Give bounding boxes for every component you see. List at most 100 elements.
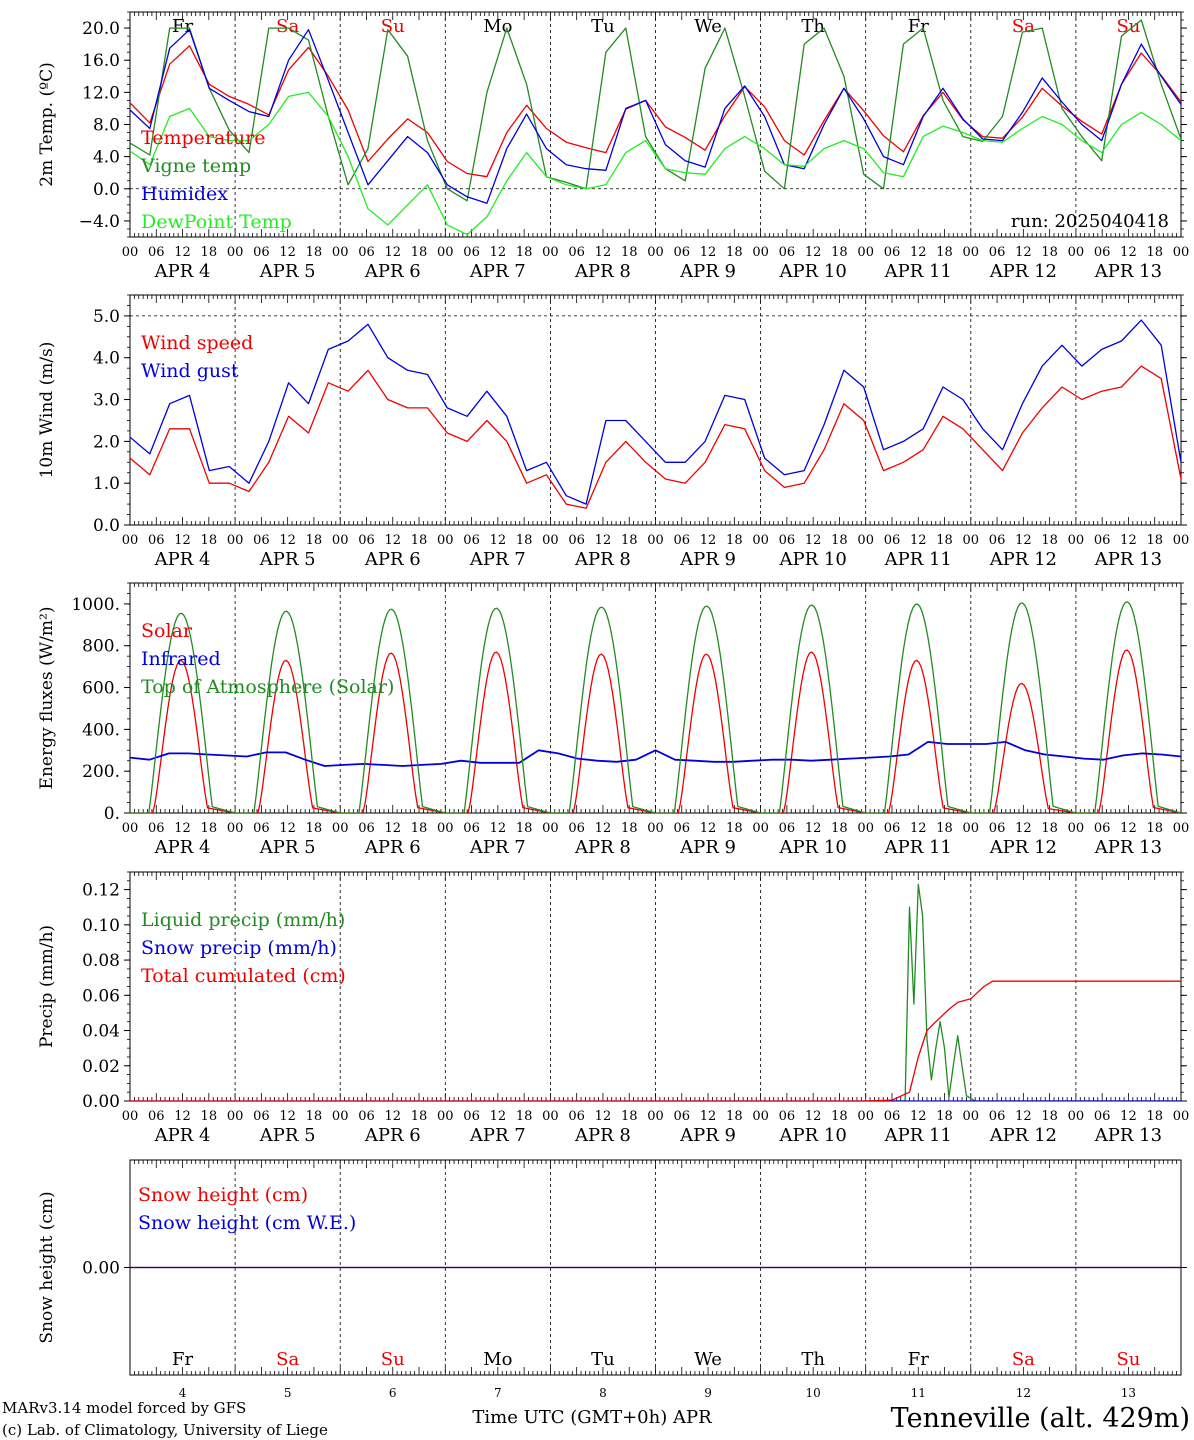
x-hour-label: 12 xyxy=(384,533,401,548)
x-hour-label: 18 xyxy=(411,533,428,548)
x-hour-label: 12 xyxy=(700,1109,717,1124)
x-day-label: APR 7 xyxy=(469,549,526,570)
panel-precip: 0.12 0.10 0.08 0.06 0.04 0.02 0.00 Precip (mm/h… xyxy=(37,871,1189,1146)
x-hour-label: 00 xyxy=(437,821,454,836)
x-hour-label: 06 xyxy=(148,245,165,260)
x-hour-label: 00 xyxy=(332,533,349,548)
x-hour-label: 18 xyxy=(1146,533,1163,548)
x-hour-label: 00 xyxy=(122,1109,139,1124)
x-hour-label: 12 xyxy=(910,1109,927,1124)
date-label: 11 xyxy=(911,1386,926,1400)
x-hour-label: 18 xyxy=(936,1109,953,1124)
legend-series-humidex: Humidex xyxy=(141,183,228,205)
series-humidex-line xyxy=(130,29,1181,204)
x-hour-label: 18 xyxy=(306,533,323,548)
series-group xyxy=(130,601,1181,813)
legend-series-dewpoint-temp: DewPoint Temp xyxy=(141,211,292,233)
y-axis-label: 10m Wind (m/s) xyxy=(37,342,57,479)
x-hour-label: 12 xyxy=(279,1109,296,1124)
y-tick-label: 200. xyxy=(82,762,120,782)
x-hour-label: 18 xyxy=(621,533,638,548)
x-hour-label: 12 xyxy=(595,245,612,260)
x-hour-label: 06 xyxy=(779,821,796,836)
x-hour-label: 12 xyxy=(1120,245,1137,260)
x-hour-label: 12 xyxy=(595,1109,612,1124)
x-hour-label: 00 xyxy=(437,245,454,260)
weekday-label: Sa xyxy=(1012,16,1035,37)
x-hour-label: 18 xyxy=(726,821,743,836)
x-hour-label: 00 xyxy=(752,533,769,548)
x-hour-label: 12 xyxy=(595,533,612,548)
weekday-label: Th xyxy=(801,16,825,37)
x-hour-label: 00 xyxy=(227,821,244,836)
x-hour-label: 00 xyxy=(227,533,244,548)
x-day-label: APR 4 xyxy=(154,1125,211,1146)
x-day-label: APR 8 xyxy=(574,549,631,570)
date-label: 5 xyxy=(284,1386,292,1400)
legend-series-snow-height-cm: Snow height (cm) xyxy=(138,1184,308,1206)
x-day-label: APR 11 xyxy=(884,549,952,570)
x-hour-label: 18 xyxy=(621,1109,638,1124)
x-hour-label: 06 xyxy=(989,245,1006,260)
legend-series-snow-precip-mm-h: Snow precip (mm/h) xyxy=(141,937,337,959)
legend-series-solar: Solar xyxy=(141,620,193,642)
x-hour-label: 18 xyxy=(516,821,533,836)
x-day-label: APR 9 xyxy=(679,837,736,858)
y-tick-label: 1000. xyxy=(71,595,120,615)
panel-wind: 5.0 4.0 3.0 2.0 1.0 0.0 10m Wind (m/s) 00 06 12 18… xyxy=(37,294,1189,570)
weekday-label: Th xyxy=(801,1349,825,1370)
y-tick-label: 8.0 xyxy=(93,116,120,136)
x-hour-label: 18 xyxy=(306,821,323,836)
x-hour-label: 12 xyxy=(1120,821,1137,836)
x-hour-label: 00 xyxy=(122,245,139,260)
x-hour-label: 12 xyxy=(490,245,507,260)
x-hour-label: 00 xyxy=(963,1109,980,1124)
x-hour-label: 00 xyxy=(857,533,874,548)
x-hour-label: 00 xyxy=(542,533,559,548)
y-tick-label: 2.0 xyxy=(93,432,120,452)
x-hour-label: 06 xyxy=(358,1109,375,1124)
credit-lab: (c) Lab. of Climatology, University of L… xyxy=(2,1421,328,1439)
x-hour-label: 18 xyxy=(201,533,218,548)
x-hour-label: 12 xyxy=(595,821,612,836)
date-label: 4 xyxy=(179,1386,187,1400)
series-liquid-precip-mm-h-line xyxy=(892,883,1181,1101)
x-day-label: APR 12 xyxy=(989,1125,1057,1146)
y-tick-label: 0. xyxy=(104,804,120,824)
weekday-label: Fr xyxy=(172,1349,193,1370)
weekday-label: Mo xyxy=(483,16,512,37)
weekday-label: Sa xyxy=(276,16,299,37)
x-hour-label: 06 xyxy=(989,1109,1006,1124)
y-tick-label: 0.04 xyxy=(82,1022,120,1042)
panel-energy: 1000. 800. 600. 400. 200. 0. Energy fluxes (W/… xyxy=(37,582,1189,858)
legend-series-liquid-precip-mm-h: Liquid precip (mm/h) xyxy=(141,909,345,931)
y-tick-label: 4.0 xyxy=(93,148,120,168)
credit-model: MARv3.14 model forced by GFS xyxy=(2,1399,246,1417)
panel-snow: 0.00 Snow height (cm) Fr 4 Sa 5 Su 6 Mo 7 Tu 8 We 9 Th… xyxy=(37,1159,1187,1400)
x-hour-label: 00 xyxy=(227,1109,244,1124)
x-hour-label: 18 xyxy=(1146,821,1163,836)
y-axis-label: 2m Temp. (ºC) xyxy=(37,62,57,187)
x-hour-label: 00 xyxy=(647,1109,664,1124)
x-day-label: APR 6 xyxy=(364,1125,421,1146)
x-hour-label: 00 xyxy=(437,1109,454,1124)
x-hour-label: 06 xyxy=(884,821,901,836)
y-tick-label: 5.0 xyxy=(93,307,120,327)
x-day-label: APR 10 xyxy=(779,549,847,570)
legend-series-temperature: Temperature xyxy=(141,127,265,149)
x-hour-label: 06 xyxy=(884,245,901,260)
y-tick-label: 3.0 xyxy=(93,391,120,411)
x-hour-label: 12 xyxy=(174,1109,191,1124)
x-hour-label: 18 xyxy=(831,533,848,548)
date-label: 7 xyxy=(494,1386,502,1400)
x-hour-label: 12 xyxy=(1015,245,1032,260)
x-hour-label: 00 xyxy=(122,533,139,548)
x-hour-label: 12 xyxy=(1015,1109,1032,1124)
x-hour-label: 00 xyxy=(963,245,980,260)
x-hour-label: 06 xyxy=(253,245,270,260)
x-hour-label: 06 xyxy=(1094,821,1111,836)
series-wind-speed-line xyxy=(130,365,1181,509)
panel-temp: 20.0 16.0 12.0 8.0 4.0 0.0 −4.0 2m Temp. (ºC) 00… xyxy=(37,11,1189,282)
x-hour-label: 18 xyxy=(1041,821,1058,836)
series-group xyxy=(130,19,1181,236)
